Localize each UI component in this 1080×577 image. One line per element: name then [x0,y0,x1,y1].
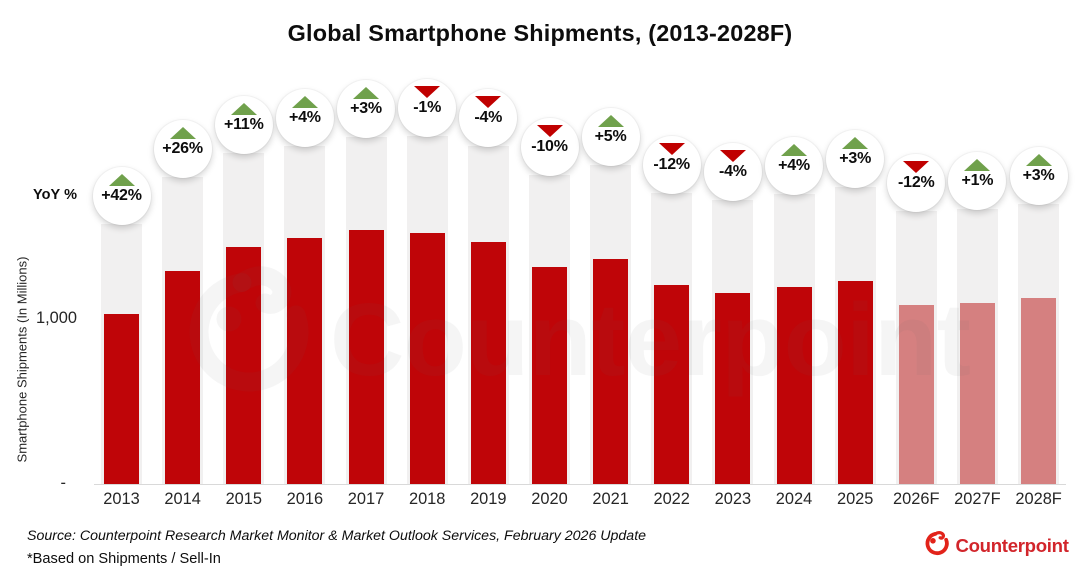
svg-text:Counterpoint: Counterpoint [330,282,971,397]
svg-text:Counterpoint: Counterpoint [956,535,1069,556]
